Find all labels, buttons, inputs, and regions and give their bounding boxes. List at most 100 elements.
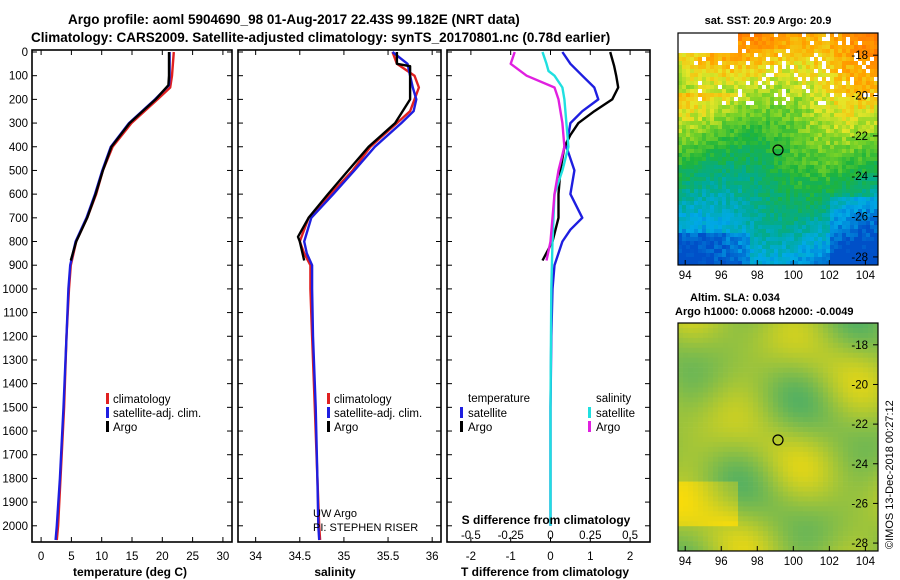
sla-cell [863, 481, 869, 487]
sst-cell [694, 121, 699, 126]
sst-cell [786, 245, 791, 250]
sst-cell [714, 113, 719, 118]
sst-cell [874, 185, 879, 190]
sst-cell [750, 217, 755, 222]
sst-cell [746, 229, 751, 234]
sla-cell [793, 327, 799, 334]
sst-cell [706, 121, 711, 126]
sst-cell [734, 169, 739, 174]
sst-cell [734, 153, 739, 158]
sla-cell [823, 466, 829, 472]
sst-cell [814, 177, 819, 182]
sst-cell [838, 69, 843, 74]
sst-cell [778, 205, 783, 210]
sla-cell [733, 407, 739, 413]
sst-cell [870, 181, 875, 186]
sst-cell [758, 193, 763, 198]
sst-cell [698, 65, 703, 70]
sla-cell [813, 323, 819, 329]
sst-cell [838, 109, 843, 114]
sla-cell [778, 486, 784, 492]
sla-cell [868, 451, 874, 458]
sla-cell [708, 347, 714, 354]
sst-cell [818, 117, 823, 122]
sla-cell [763, 352, 769, 358]
sst-cell [710, 229, 715, 234]
sla-cell [768, 323, 774, 329]
sla-cell [858, 367, 864, 373]
sla-cell [748, 397, 754, 403]
sla-cell [863, 397, 869, 403]
sla-cell [683, 461, 689, 468]
sst-cell [814, 33, 819, 38]
sla-cell [678, 392, 684, 398]
sst-cell [774, 85, 779, 90]
sst-cell [794, 165, 799, 170]
sla-cell [838, 352, 844, 358]
sst-cell [754, 61, 759, 66]
sla-cell [728, 427, 734, 433]
sla-cell [708, 481, 714, 487]
sst-cell [786, 125, 791, 130]
sst-cell [758, 81, 763, 86]
sst-cell [742, 45, 747, 50]
sla-cell [683, 516, 689, 522]
sst-cell [870, 81, 875, 86]
sst-cell [818, 221, 823, 226]
sla-cell [868, 446, 874, 453]
sst-cell [726, 117, 731, 122]
sst-cell [730, 133, 735, 138]
sla-cell [748, 357, 754, 363]
sla-cell [778, 357, 784, 363]
sla-cell [708, 437, 714, 443]
sst-cell [826, 161, 831, 166]
sst-cell [862, 105, 867, 110]
sst-cell [782, 217, 787, 222]
sst-cell [838, 41, 843, 46]
sst-cell [802, 181, 807, 186]
sst-cell [854, 149, 859, 154]
sst-cell [818, 209, 823, 214]
sla-cell [853, 516, 859, 522]
sst-cell [770, 253, 775, 258]
sst-cell [762, 237, 767, 242]
sla-cell [793, 526, 799, 532]
sla-cell [693, 427, 699, 433]
sla-cell [818, 362, 824, 368]
sst-cell [710, 101, 715, 106]
sst-cell [754, 153, 759, 158]
sst-cell [750, 85, 755, 90]
sst-cell [742, 125, 747, 130]
sst-cell [762, 173, 767, 178]
sst-cell [742, 153, 747, 158]
sst-cell [734, 201, 739, 206]
sst-cell [858, 205, 863, 210]
lat-tick-label: -22 [851, 131, 868, 143]
sla-cell [803, 427, 809, 433]
sst-cell [678, 149, 683, 154]
sst-cell [706, 113, 711, 118]
sst-cell [726, 81, 731, 86]
sst-cell [690, 153, 695, 158]
sst-cell [746, 121, 751, 126]
sst-cell [702, 89, 707, 94]
sla-cell [838, 372, 844, 378]
sla-cell [713, 372, 719, 378]
sla-cell [858, 461, 864, 468]
sst-cell [774, 249, 779, 254]
depth-tick-label: 1900 [2, 497, 28, 509]
sst-cell [810, 185, 815, 190]
sla-cell [843, 536, 849, 542]
sst-cell [858, 37, 863, 42]
sst-cell [734, 93, 739, 98]
sla-cell [723, 501, 729, 507]
sla-cell [858, 511, 864, 517]
sst-cell [722, 97, 727, 102]
sst-cell [850, 61, 855, 66]
sst-cell [770, 109, 775, 114]
sst-cell [758, 89, 763, 94]
sst-cell [714, 105, 719, 110]
sla-cell [683, 486, 689, 492]
sst-cell [854, 93, 859, 98]
sst-cell [770, 189, 775, 194]
